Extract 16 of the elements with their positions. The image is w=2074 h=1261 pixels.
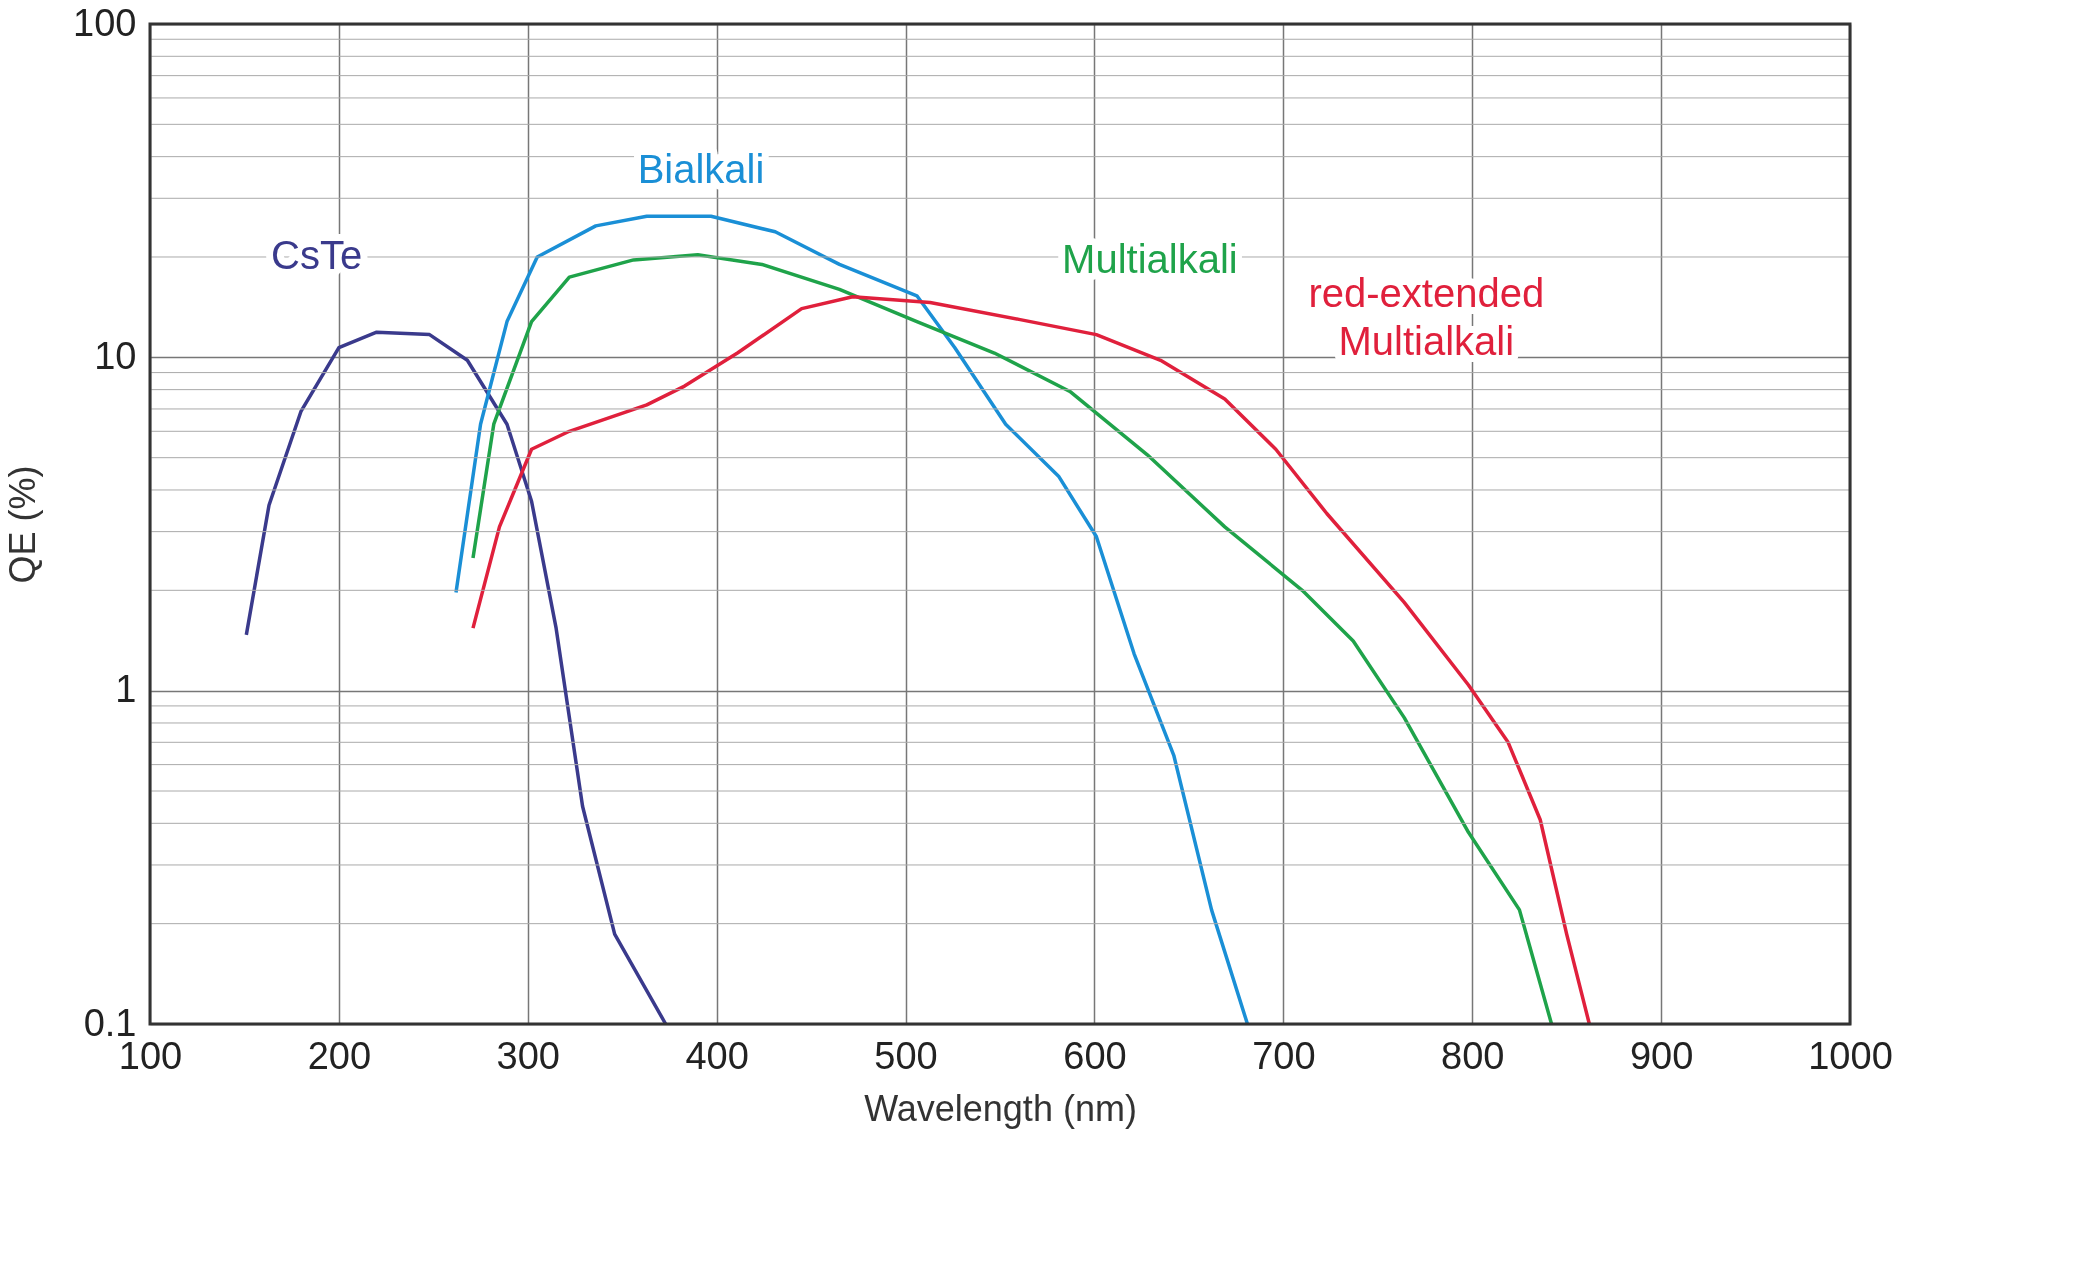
x-tick-label: 900 xyxy=(1629,1034,1694,1077)
x-tick-label: 300 xyxy=(496,1034,560,1077)
line-series xyxy=(454,214,1250,1026)
x-tick-label: 600 xyxy=(1063,1034,1127,1077)
line-series xyxy=(244,330,668,1026)
y-tick-label: 1 xyxy=(115,668,137,711)
y-axis-title: QE (%) xyxy=(2,465,44,584)
x-axis-title: Wavelength (nm) xyxy=(864,1087,1137,1129)
x-tick-label: 800 xyxy=(1441,1034,1505,1077)
x-tick-label: 1000 xyxy=(1808,1034,1893,1077)
x-tick-label: 500 xyxy=(874,1034,938,1077)
x-tick-label: 200 xyxy=(307,1034,372,1077)
y-tick-label: 100 xyxy=(73,1,137,44)
x-tick-label: 700 xyxy=(1252,1034,1316,1077)
y-tick-label: 10 xyxy=(94,334,137,377)
x-tick-label: 400 xyxy=(685,1034,749,1077)
